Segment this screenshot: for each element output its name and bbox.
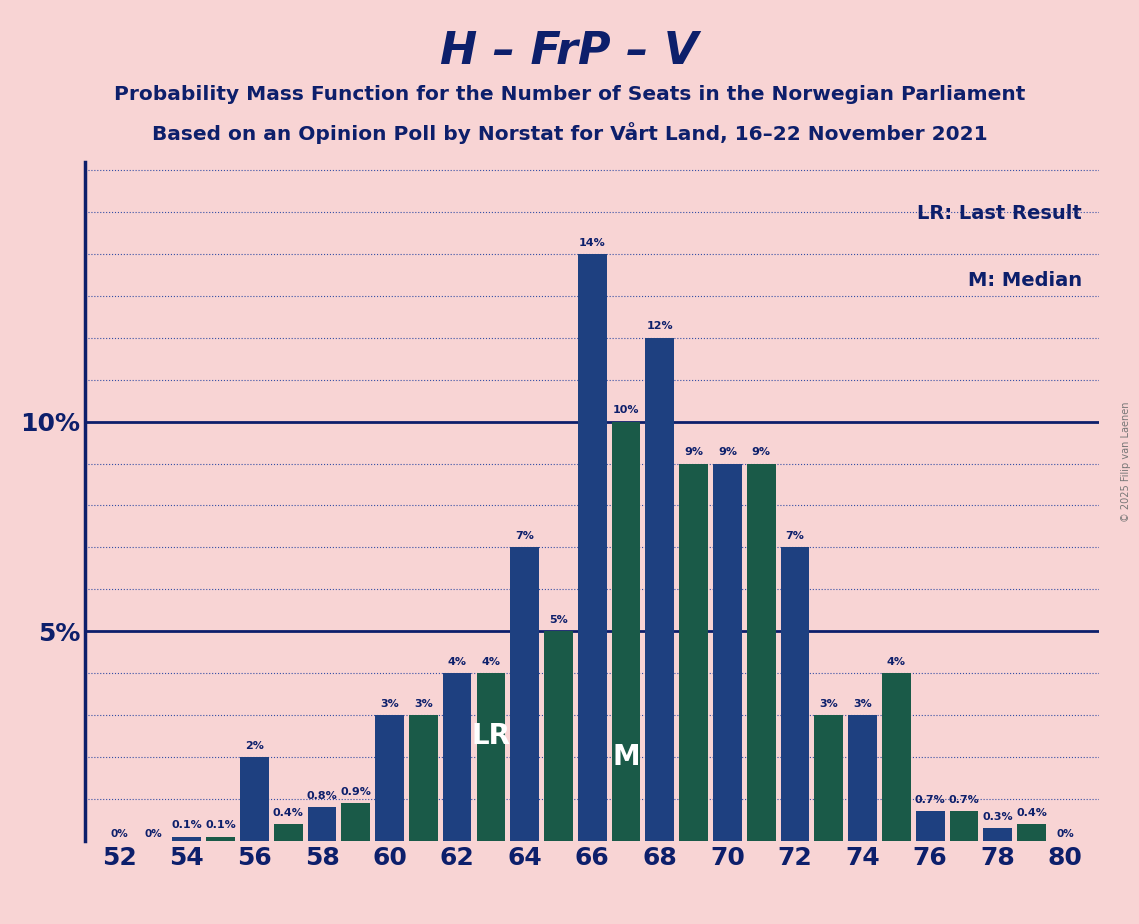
Bar — [375, 715, 404, 841]
Bar — [206, 836, 235, 841]
Bar — [983, 828, 1013, 841]
Text: LR: LR — [472, 722, 510, 750]
Text: 3%: 3% — [819, 699, 838, 709]
Text: Probability Mass Function for the Number of Seats in the Norwegian Parliament: Probability Mass Function for the Number… — [114, 85, 1025, 104]
Text: 0.8%: 0.8% — [306, 791, 337, 801]
Bar — [747, 464, 776, 841]
Text: 0%: 0% — [110, 829, 128, 839]
Text: 0.9%: 0.9% — [341, 787, 371, 796]
Bar — [780, 547, 810, 841]
Bar — [882, 674, 911, 841]
Text: 0.1%: 0.1% — [205, 821, 236, 831]
Bar — [342, 803, 370, 841]
Bar — [510, 547, 539, 841]
Text: 14%: 14% — [579, 237, 606, 248]
Text: 0.1%: 0.1% — [172, 821, 202, 831]
Text: M: Median: M: Median — [968, 271, 1082, 290]
Bar — [544, 631, 573, 841]
Text: 3%: 3% — [380, 699, 399, 709]
Bar — [1017, 824, 1046, 841]
Text: Based on an Opinion Poll by Norstat for Vårt Land, 16–22 November 2021: Based on an Opinion Poll by Norstat for … — [151, 122, 988, 144]
Text: M: M — [613, 743, 640, 771]
Text: 12%: 12% — [647, 322, 673, 332]
Text: 2%: 2% — [245, 741, 264, 750]
Text: 9%: 9% — [685, 447, 703, 457]
Text: 0.7%: 0.7% — [949, 796, 980, 805]
Bar — [916, 811, 944, 841]
Bar — [308, 808, 336, 841]
Text: 0%: 0% — [145, 829, 162, 839]
Text: 0.3%: 0.3% — [983, 812, 1013, 822]
Text: 0%: 0% — [1057, 829, 1074, 839]
Text: 9%: 9% — [718, 447, 737, 457]
Text: 5%: 5% — [549, 615, 568, 625]
Bar — [950, 811, 978, 841]
Bar — [172, 836, 202, 841]
Text: 4%: 4% — [448, 657, 467, 667]
Bar — [443, 674, 472, 841]
Text: 0.4%: 0.4% — [272, 808, 304, 818]
Text: 4%: 4% — [482, 657, 500, 667]
Text: H – FrP – V: H – FrP – V — [441, 30, 698, 73]
Bar — [679, 464, 708, 841]
Text: 0.4%: 0.4% — [1016, 808, 1047, 818]
Bar — [409, 715, 437, 841]
Bar — [814, 715, 843, 841]
Text: 7%: 7% — [786, 531, 804, 541]
Bar — [646, 338, 674, 841]
Text: 3%: 3% — [853, 699, 872, 709]
Bar — [612, 421, 640, 841]
Text: 9%: 9% — [752, 447, 771, 457]
Bar — [240, 757, 269, 841]
Text: 3%: 3% — [413, 699, 433, 709]
Bar — [476, 674, 506, 841]
Bar — [577, 254, 607, 841]
Text: 7%: 7% — [515, 531, 534, 541]
Text: LR: Last Result: LR: Last Result — [918, 203, 1082, 223]
Text: 10%: 10% — [613, 406, 639, 415]
Bar — [273, 824, 303, 841]
Text: © 2025 Filip van Laenen: © 2025 Filip van Laenen — [1121, 402, 1131, 522]
Text: 0.7%: 0.7% — [915, 796, 945, 805]
Bar — [713, 464, 741, 841]
Text: 4%: 4% — [887, 657, 906, 667]
Bar — [849, 715, 877, 841]
